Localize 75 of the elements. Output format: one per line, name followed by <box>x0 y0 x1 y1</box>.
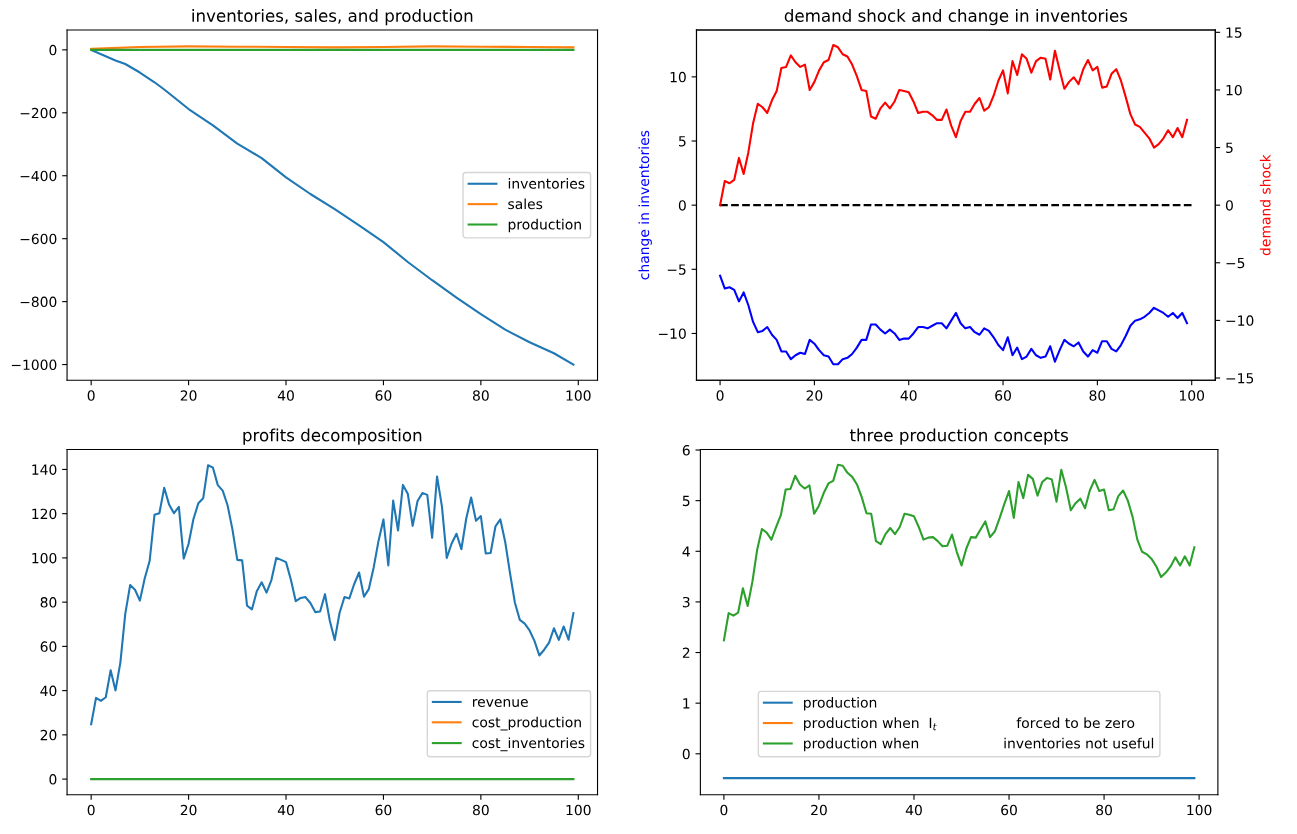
y2-tick-label: 15 <box>1226 27 1242 38</box>
x-tick-label: 20 <box>180 804 197 816</box>
line-series <box>719 274 1189 366</box>
y-tick-label: −400 <box>20 170 57 182</box>
line-series <box>722 463 1196 642</box>
y-tick-label: 2 <box>682 647 690 658</box>
y-tick-label: 10 <box>670 71 686 83</box>
y-tick-label: −800 <box>20 296 57 308</box>
chart-title: inventories, sales, and production <box>192 9 473 26</box>
x-tick-label: 80 <box>472 804 489 816</box>
y-tick-label: 20 <box>40 729 57 741</box>
x-tick-label: 80 <box>472 390 489 401</box>
x-tick-label: 40 <box>900 390 917 401</box>
y2-tick-label: 5 <box>1226 142 1233 154</box>
x-tick-label: 80 <box>1096 804 1112 816</box>
y-tick-label: 3 <box>682 596 690 608</box>
legend-label: production when inventories not useful <box>804 737 1154 752</box>
y2-tick-label: −15 <box>1226 373 1254 384</box>
x-tick-label: 60 <box>375 804 392 816</box>
y-tick-label: 5 <box>679 136 686 147</box>
x-tick-label: 0 <box>87 390 95 401</box>
legend-label: revenue <box>473 699 528 707</box>
y-tick-label: 5 <box>682 495 690 507</box>
y-tick-label: 4 <box>682 546 690 557</box>
x-tick-label: 40 <box>277 390 294 401</box>
chart-title: profits decomposition <box>243 428 422 445</box>
y-tick-label: −5 <box>667 264 686 275</box>
text: production when I$_{t}$ forced to be zero <box>804 717 1135 731</box>
x-tick-label: 0 <box>716 390 724 401</box>
x-tick-label: 100 <box>1179 390 1205 401</box>
x-tick-label: 20 <box>180 390 197 401</box>
y2-axis-title: demand shock <box>1259 154 1271 256</box>
y-tick-label: 6 <box>682 445 690 456</box>
y-tick-label: 0 <box>49 44 57 56</box>
legend-label: cost_production <box>472 716 581 731</box>
y-tick-label: −200 <box>20 107 57 119</box>
x-tick-label: 100 <box>1187 804 1212 816</box>
x-tick-label: 40 <box>277 804 294 816</box>
y-tick-label: 0 <box>678 200 686 211</box>
y-tick-label: −600 <box>20 233 57 245</box>
y2-tick-label: −5 <box>1226 257 1245 269</box>
y-tick-label: 120 <box>32 508 57 520</box>
y-tick-label: 60 <box>40 641 57 652</box>
y-tick-label: 0 <box>49 774 57 785</box>
y-tick-label: 80 <box>40 597 57 608</box>
y2-tick-label: 0 <box>1225 200 1233 211</box>
y-tick-label: −1000 <box>11 359 57 371</box>
x-tick-label: 20 <box>806 390 823 401</box>
y2-tick-label: −10 <box>1226 315 1254 326</box>
legend-label: sales <box>508 198 543 210</box>
y-tick-label: 1 <box>683 698 690 709</box>
x-tick-label: 0 <box>87 804 95 816</box>
y-tick-label: 0 <box>682 748 690 760</box>
x-tick-label: 40 <box>905 804 922 816</box>
y-tick-label: −10 <box>658 328 686 339</box>
legend-label: inventories <box>508 178 585 189</box>
y-tick-label: 40 <box>40 685 57 697</box>
x-tick-label: 100 <box>566 390 591 401</box>
legend-label: production <box>508 218 581 233</box>
legend-label: production <box>804 696 877 711</box>
legend-label: cost_inventories <box>472 737 585 752</box>
y-tick-label: 140 <box>32 464 57 475</box>
x-tick-label: 100 <box>566 804 591 816</box>
chart-title: demand shock and change in inventories <box>784 9 1128 26</box>
x-tick-label: 0 <box>720 804 728 816</box>
chart-title: three production concepts <box>849 428 1068 445</box>
y2-tick-label: 10 <box>1226 84 1242 96</box>
x-tick-label: 80 <box>1089 390 1106 401</box>
x-tick-label: 60 <box>995 390 1011 401</box>
y-axis-title: change in inventories <box>638 130 652 280</box>
y-tick-label: 100 <box>32 552 57 564</box>
x-tick-label: 60 <box>375 390 392 401</box>
x-tick-label: 20 <box>811 804 827 816</box>
x-tick-label: 60 <box>1001 804 1017 816</box>
line-series <box>719 43 1189 207</box>
